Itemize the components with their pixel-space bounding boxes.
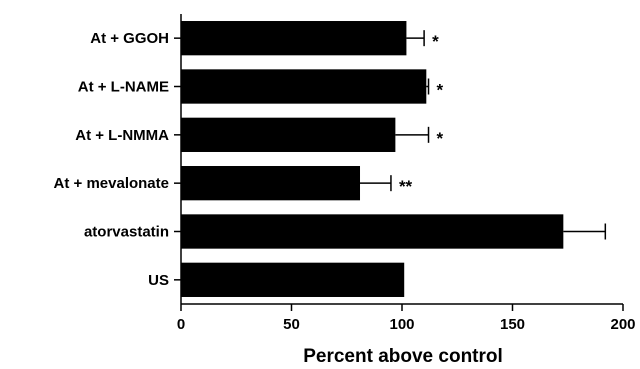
bar [181, 117, 396, 152]
x-tick-label: 50 [283, 316, 300, 333]
significance-label: * [437, 81, 444, 100]
bar [181, 262, 405, 297]
significance-label: ** [399, 177, 413, 196]
x-tick-label: 100 [389, 316, 414, 333]
axes-group [174, 14, 623, 305]
category-label: At + L-NAME [78, 79, 169, 96]
x-tick-label: 0 [177, 316, 185, 333]
category-label: At + mevalonate [54, 175, 169, 192]
category-label: atorvastatin [84, 224, 169, 241]
category-label: US [148, 272, 169, 289]
bar [181, 69, 427, 104]
bars-group [181, 21, 564, 297]
bar [181, 21, 407, 56]
bar [181, 214, 564, 249]
significance-label: * [437, 129, 444, 148]
x-tick-label: 200 [610, 316, 635, 333]
x-axis-title: Percent above control [303, 346, 503, 367]
x-ticks-group: 0 50 100 150 200 [177, 304, 636, 333]
error-bars-group [360, 30, 607, 240]
bar [181, 166, 361, 201]
significance-label: * [432, 32, 439, 51]
significance-group: ***** [399, 32, 444, 196]
x-tick-label: 150 [500, 316, 525, 333]
category-label: At + GGOH [90, 30, 169, 47]
category-label: At + L-NMMA [75, 127, 169, 144]
category-labels-group: At + GGOH At + L-NAME At + L-NMMA At + meva… [54, 30, 170, 289]
